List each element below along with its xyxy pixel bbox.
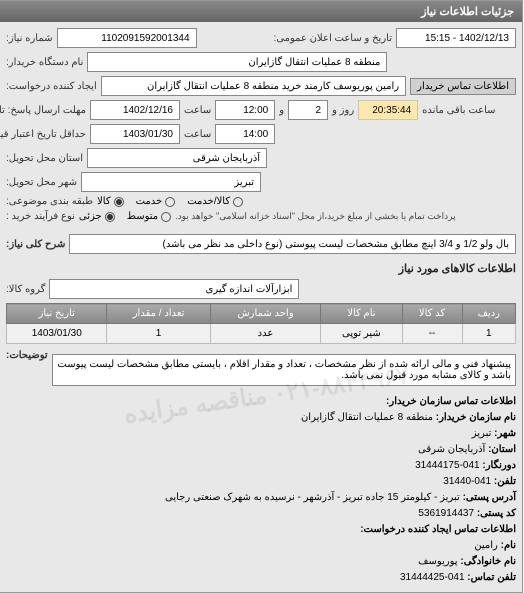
category-both[interactable]: کالا/خدمت <box>188 196 244 207</box>
goods-table: ردیف کد کالا نام کالا واحد شمارش تعداد /… <box>7 303 517 344</box>
requester: رامین پوریوسف کارمند خرید منطقه 8 عملیات… <box>102 76 407 96</box>
delivery-state: آذربایجان شرقی <box>88 148 268 168</box>
process-small[interactable]: جزئی <box>80 211 116 222</box>
goods-group-label: گروه کالا: <box>7 284 46 295</box>
th-code: کد کالا <box>403 304 463 324</box>
deadline-date: 1402/12/16 <box>91 100 181 120</box>
th-qty: تعداد / مقدار <box>108 304 211 324</box>
announce-label: تاریخ و ساعت اعلان عمومی: <box>275 33 394 44</box>
request-number: 1102091592001344 <box>58 28 198 48</box>
explanation-label: توضیحات: <box>7 350 49 361</box>
main-description: بال ولو 1/2 و 3/4 اینچ مطابق مشخصات لیست… <box>70 234 517 254</box>
goods-group: ابزارآلات اندازه گیری <box>50 279 300 299</box>
request-number-label: شماره نیاز: <box>7 33 54 44</box>
category-goods[interactable]: کالا <box>98 196 125 207</box>
contact-link-button[interactable]: اطلاعات تماس خریدار <box>411 78 517 95</box>
deadline-send-label: مهلت ارسال پاسخ: تا تاریخ: <box>7 105 87 116</box>
th-date: تاریخ نیاز <box>8 304 108 324</box>
delivery-city: تبریز <box>82 172 262 192</box>
device-name-label: نام دستگاه خریدار: <box>7 57 84 68</box>
process-radio-group: متوسط جزئی <box>80 211 172 222</box>
days: 2 <box>289 100 329 120</box>
page-header: جزئیات اطلاعات نیاز <box>1 1 523 22</box>
deadline-time: 12:00 <box>216 100 276 120</box>
explanation-text: پیشنهاد فنی و مالی ارائه شده از نظر مشخص… <box>53 354 517 386</box>
req-contact-title: اطلاعات تماس ایجاد کننده درخواست: <box>7 522 517 538</box>
remaining-label: ساعت باقی مانده <box>423 105 496 116</box>
delivery-city-label: شهر محل تحویل: <box>7 177 78 188</box>
validity-time-label: ساعت <box>185 129 212 140</box>
validity-label: حداقل تاریخ اعتبار قیمت: تا تاریخ: <box>7 129 87 140</box>
delivery-state-label: استان محل تحویل: <box>7 153 84 164</box>
day-label: و <box>280 105 285 116</box>
requester-label: ایجاد کننده درخواست: <box>7 81 98 92</box>
deadline-time-label: ساعت <box>185 105 212 116</box>
validity-time: 14:00 <box>216 124 276 144</box>
page-title: جزئیات اطلاعات نیاز <box>422 6 515 18</box>
th-unit: واحد شمارش <box>211 304 322 324</box>
category-service[interactable]: خدمت <box>137 196 177 207</box>
remaining-time: 20:35:44 <box>359 100 419 120</box>
contact-info-title: اطلاعات تماس سازمان خریدار: <box>7 394 517 410</box>
th-row: ردیف <box>463 304 516 324</box>
goods-section-title: اطلاعات کالاهای مورد نیاز <box>7 262 517 275</box>
category-radio-group: کالا/خدمت خدمت کالا <box>98 196 244 207</box>
category-label: طبقه بندی موضوعی: <box>7 196 94 207</box>
contact-info-section: اطلاعات تماس سازمان خریدار: نام سازمان خ… <box>7 394 517 586</box>
main-desc-label: شرح کلی نیاز: <box>7 239 66 250</box>
process-note: پرداخت تمام یا بخشی از مبلغ خرید،از محل … <box>176 211 456 222</box>
table-row: 1 -- شیر توپی عدد 1 1403/01/30 <box>8 324 517 344</box>
validity-date: 1403/01/30 <box>91 124 181 144</box>
process-label: نوع فرآیند خرید : <box>7 211 76 222</box>
th-name: نام کالا <box>322 304 403 324</box>
process-medium[interactable]: متوسط <box>128 211 172 222</box>
announce-value: 1402/12/13 - 15:15 <box>397 28 517 48</box>
device-name: منطقه 8 عملیات انتقال گازایران <box>88 52 388 72</box>
hour-label: روز و <box>333 105 355 116</box>
